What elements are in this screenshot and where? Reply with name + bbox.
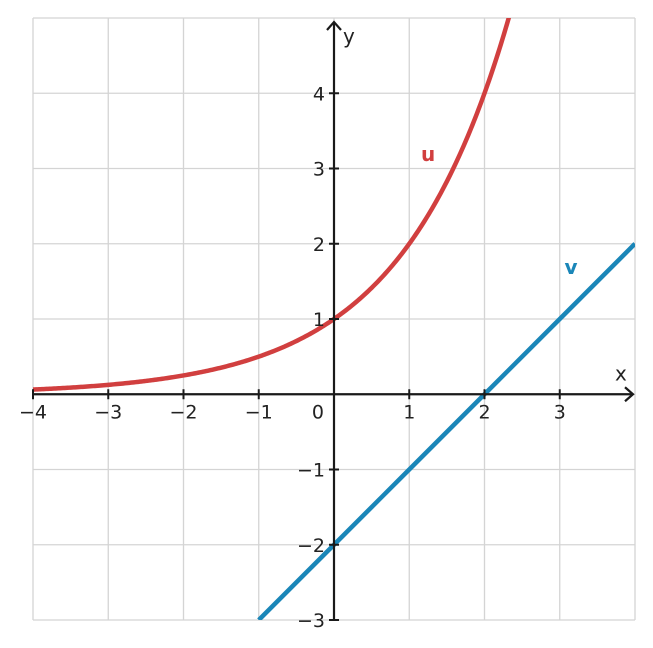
y-tick-label: −2 [297,535,325,557]
y-tick-label: −1 [297,460,325,482]
origin-label: 0 [312,401,324,423]
labels: x y 0 [312,24,627,423]
y-tick-label: 2 [313,234,325,256]
curves [33,18,635,620]
x-axis-label: x [615,361,627,385]
x-tick-label: 2 [478,401,490,423]
x-tick-label: −1 [245,401,273,423]
series-line-u [33,18,512,392]
x-tick-label: 3 [554,401,566,423]
y-tick-label: 1 [313,309,325,331]
x-tick-label: −2 [169,401,197,423]
series-line-v [257,242,635,620]
series-label-v: v [565,255,578,279]
y-tick-label: 4 [313,83,325,105]
axes [33,20,635,620]
x-tick-label: −4 [19,401,47,423]
x-tick-label: −3 [94,401,122,423]
ticks: −4 −3 −2 −1 1 2 3 −3 −2 −1 1 2 3 4 [19,83,566,632]
y-axis-arrow [326,20,342,31]
y-axis-label: y [343,24,355,48]
y-tick-label: −3 [297,610,325,632]
series-labels: uv [421,142,578,279]
y-tick-label: 3 [313,159,325,181]
x-tick-label: 1 [403,401,415,423]
x-axis-arrow [624,386,635,403]
series-label-u: u [421,142,435,166]
